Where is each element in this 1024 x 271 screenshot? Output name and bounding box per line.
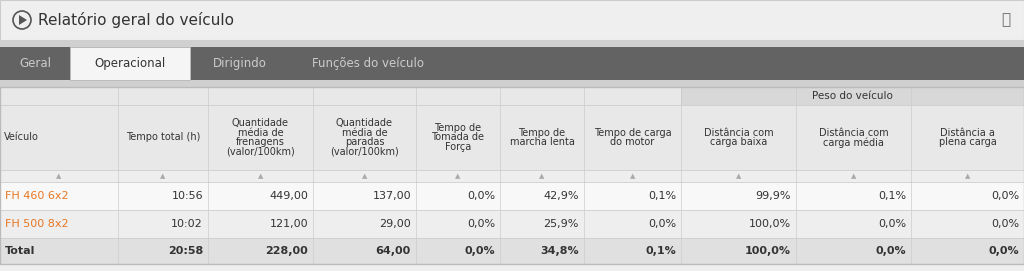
Text: ▲: ▲ <box>361 173 368 179</box>
Text: 29,00: 29,00 <box>379 219 411 229</box>
Text: Relatório geral do veículo: Relatório geral do veículo <box>38 12 234 28</box>
Text: Tempo de carga: Tempo de carga <box>594 128 672 138</box>
Text: 100,0%: 100,0% <box>749 219 791 229</box>
Text: 0,0%: 0,0% <box>991 191 1019 201</box>
Text: Operacional: Operacional <box>94 57 166 70</box>
Text: 449,00: 449,00 <box>269 191 308 201</box>
Text: 0,1%: 0,1% <box>648 191 676 201</box>
Text: 0,1%: 0,1% <box>878 191 906 201</box>
Bar <box>0 47 1024 80</box>
Text: 137,00: 137,00 <box>373 191 411 201</box>
Bar <box>681 87 1024 105</box>
Text: 121,00: 121,00 <box>269 219 308 229</box>
Text: Funções do veículo: Funções do veículo <box>311 57 424 70</box>
Text: do motor: do motor <box>610 137 654 147</box>
Text: carga baixa: carga baixa <box>710 137 767 147</box>
Text: Tempo de: Tempo de <box>518 128 565 138</box>
Text: ▲: ▲ <box>736 173 741 179</box>
Text: 0,0%: 0,0% <box>467 191 495 201</box>
Text: ▲: ▲ <box>630 173 635 179</box>
Text: ▲: ▲ <box>456 173 461 179</box>
Text: Distância a: Distância a <box>940 128 995 138</box>
Text: 0,0%: 0,0% <box>464 246 495 256</box>
Bar <box>0 105 1024 170</box>
Text: Geral: Geral <box>19 57 51 70</box>
Text: ▲: ▲ <box>851 173 856 179</box>
Bar <box>0 210 1024 238</box>
Text: ▲: ▲ <box>965 173 970 179</box>
Bar <box>0 238 1024 264</box>
Bar <box>70 47 190 80</box>
Text: 0,0%: 0,0% <box>878 219 906 229</box>
Bar <box>0 80 1024 87</box>
Text: ▲: ▲ <box>540 173 545 179</box>
Text: média de: média de <box>238 128 284 138</box>
Text: 99,9%: 99,9% <box>756 191 791 201</box>
Text: 100,0%: 100,0% <box>745 246 791 256</box>
Text: 228,00: 228,00 <box>265 246 308 256</box>
Text: frenagens: frenagens <box>237 137 285 147</box>
Bar <box>0 40 1024 47</box>
Text: 10:02: 10:02 <box>171 219 203 229</box>
Text: carga média: carga média <box>823 137 884 147</box>
Text: FH 460 6x2: FH 460 6x2 <box>5 191 69 201</box>
Text: Tomada de: Tomada de <box>431 133 484 143</box>
Text: 0,0%: 0,0% <box>648 219 676 229</box>
Text: Veículo: Veículo <box>4 133 39 143</box>
Text: 20:58: 20:58 <box>168 246 203 256</box>
Text: plena carga: plena carga <box>939 137 996 147</box>
Text: 64,00: 64,00 <box>376 246 411 256</box>
Text: 0,1%: 0,1% <box>645 246 676 256</box>
Text: Quantidade: Quantidade <box>232 118 289 128</box>
Bar <box>0 87 1024 264</box>
Text: (valor/100km): (valor/100km) <box>330 147 399 157</box>
Polygon shape <box>19 15 27 25</box>
Text: Distância com: Distância com <box>818 128 888 138</box>
Text: paradas: paradas <box>345 137 384 147</box>
Text: Total: Total <box>5 246 36 256</box>
Text: Distância com: Distância com <box>703 128 773 138</box>
Text: ▲: ▲ <box>161 173 166 179</box>
Text: 25,9%: 25,9% <box>544 219 579 229</box>
Text: (valor/100km): (valor/100km) <box>226 147 295 157</box>
Text: 0,0%: 0,0% <box>876 246 906 256</box>
Bar <box>0 0 1024 40</box>
Text: FH 500 8x2: FH 500 8x2 <box>5 219 69 229</box>
Text: média de: média de <box>342 128 387 138</box>
Text: ⎙: ⎙ <box>1001 12 1011 27</box>
Text: ▲: ▲ <box>56 173 61 179</box>
Text: 0,0%: 0,0% <box>467 219 495 229</box>
Bar <box>0 87 681 105</box>
Text: Dirigindo: Dirigindo <box>213 57 267 70</box>
Text: 0,0%: 0,0% <box>991 219 1019 229</box>
Text: Peso do veículo: Peso do veículo <box>812 91 893 101</box>
Text: ▲: ▲ <box>258 173 263 179</box>
Bar <box>0 170 1024 182</box>
Text: marcha lenta: marcha lenta <box>510 137 574 147</box>
Text: Tempo de: Tempo de <box>434 123 481 133</box>
Text: Tempo total (h): Tempo total (h) <box>126 133 200 143</box>
Bar <box>0 182 1024 210</box>
Text: 34,8%: 34,8% <box>541 246 579 256</box>
Text: Quantidade: Quantidade <box>336 118 393 128</box>
Text: 0,0%: 0,0% <box>988 246 1019 256</box>
Text: Força: Força <box>444 142 471 152</box>
Text: 42,9%: 42,9% <box>544 191 579 201</box>
Text: 10:56: 10:56 <box>171 191 203 201</box>
